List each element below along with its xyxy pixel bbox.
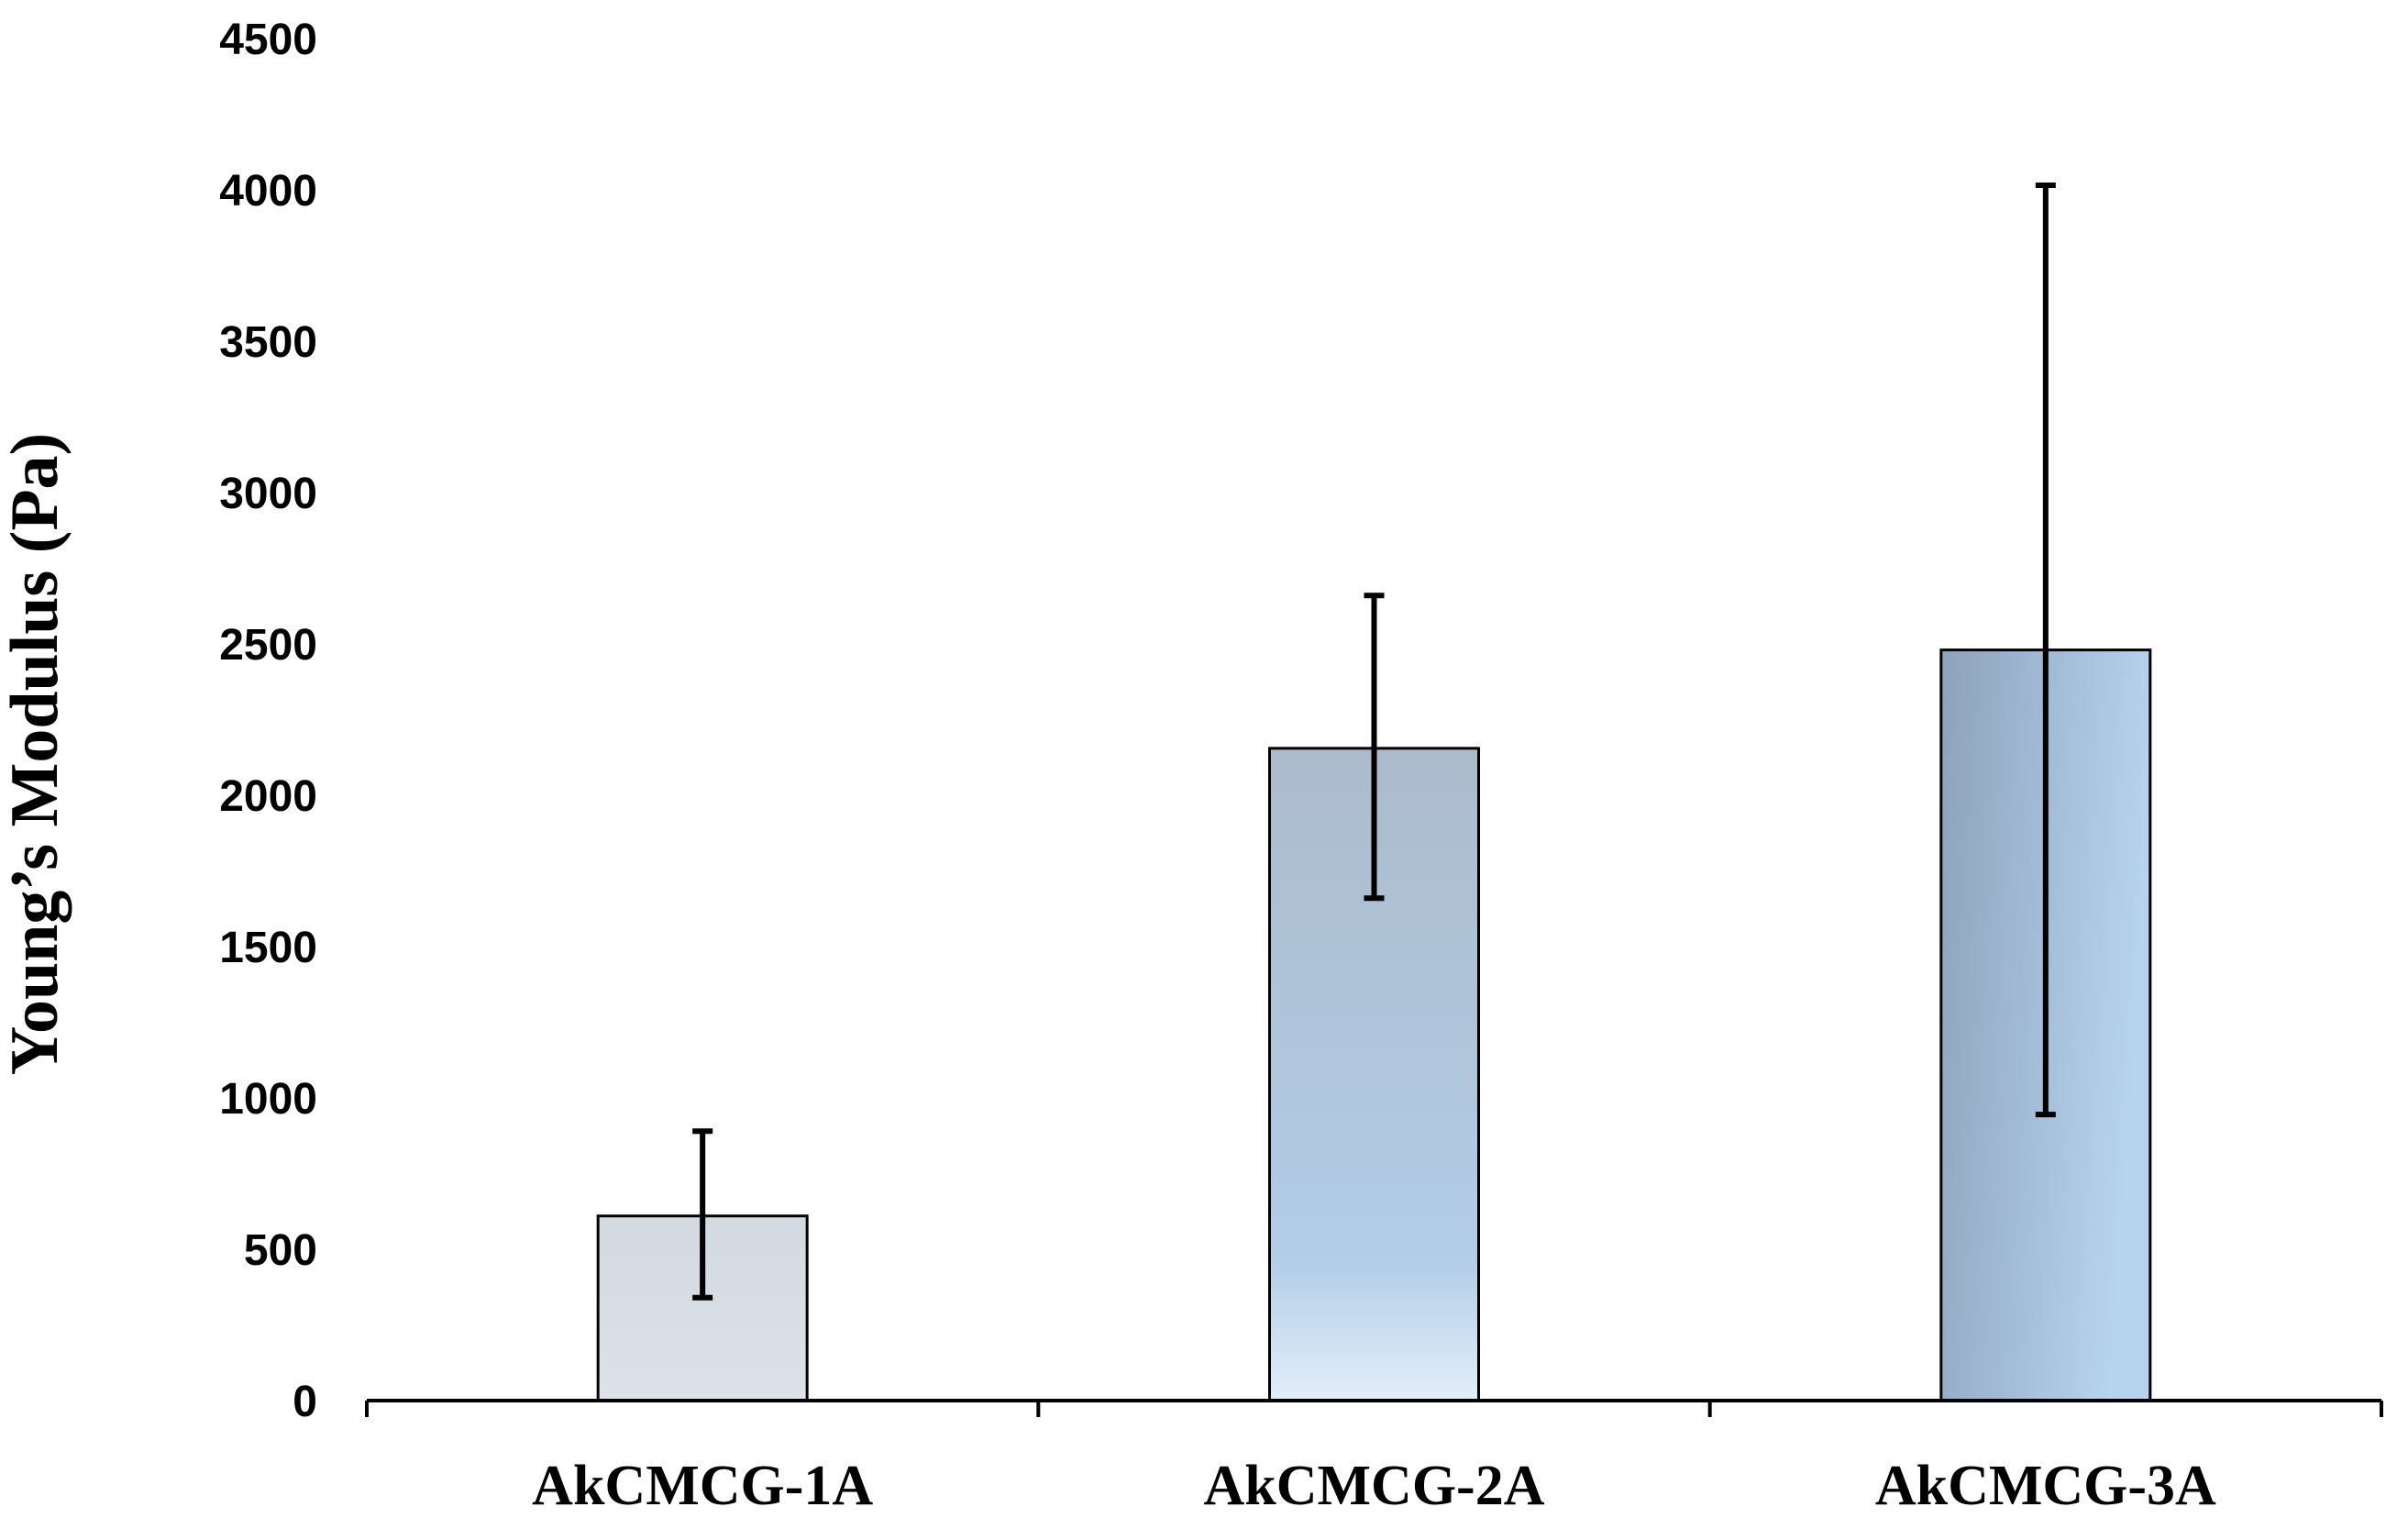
- category-label-akcmcg-2a: AkCMCG-2A: [1204, 1455, 1545, 1517]
- y-tick-label-7: 3500: [219, 318, 317, 367]
- error-bars: [692, 183, 2056, 1301]
- y-tick-label-4: 2000: [219, 772, 317, 821]
- y-axis-title: Young’s Modulus (Pa): [0, 433, 72, 1075]
- y-tick-label-9: 4500: [219, 16, 317, 64]
- y-tick-labels: 0 500 1000 1500 2000 2500 3000 3500 4000 4500: [219, 16, 317, 1426]
- y-tick-label-1: 500: [244, 1226, 317, 1275]
- y-tick-label-8: 4000: [219, 167, 317, 216]
- category-labels: AkCMCG-1A AkCMCG-2A AkCMCG-3A: [532, 1455, 2216, 1517]
- error-bar-akcmcg-2a: [1364, 593, 1385, 902]
- y-tick-label-5: 2500: [219, 621, 317, 670]
- error-bar-akcmcg-1a: [692, 1128, 713, 1301]
- error-bar-akcmcg-3a: [2035, 183, 2056, 1118]
- y-tick-label-0: 0: [293, 1378, 317, 1426]
- y-tick-label-2: 1000: [219, 1075, 317, 1124]
- x-axis-ticks: [365, 1401, 2383, 1417]
- category-label-akcmcg-3a: AkCMCG-3A: [1875, 1455, 2216, 1517]
- y-tick-label-3: 1500: [219, 924, 317, 972]
- category-label-akcmcg-1a: AkCMCG-1A: [532, 1455, 873, 1517]
- y-tick-label-6: 3000: [219, 470, 317, 518]
